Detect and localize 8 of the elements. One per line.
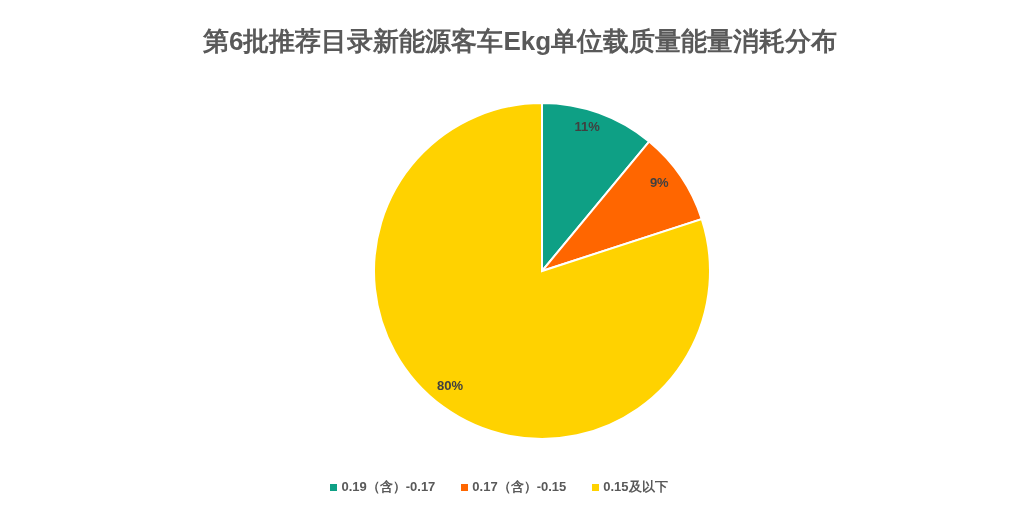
data-label: 11%	[574, 119, 601, 135]
legend-label: 0.19（含）-0.17	[341, 479, 436, 494]
legend-label: 0.17（含）-0.15	[472, 479, 567, 494]
data-label: 80%	[437, 378, 464, 394]
pie-slice	[373, 102, 711, 440]
legend-label: 0.15及以下	[603, 479, 668, 494]
data-label: 9%	[649, 175, 670, 191]
chart-title: 第6批推荐目录新能源客车Ekg单位载质量能量消耗分布	[201, 25, 839, 58]
